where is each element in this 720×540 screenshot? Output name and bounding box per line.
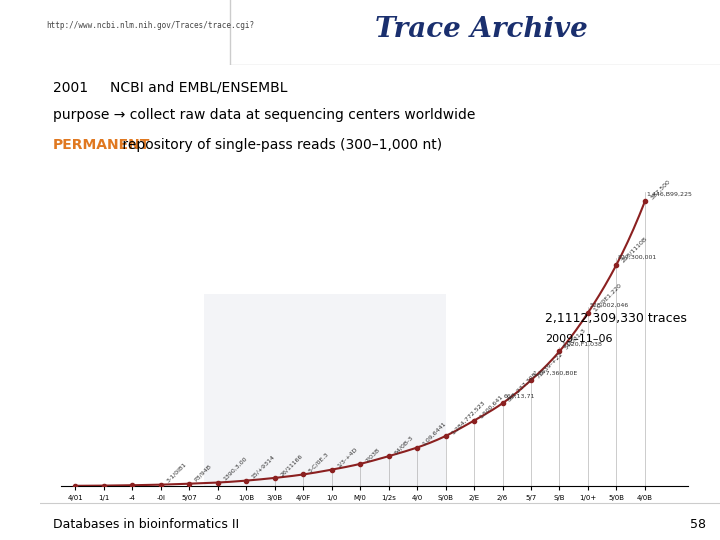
Text: Databases in bioinformatics II: Databases in bioinformatics II xyxy=(53,518,239,531)
Text: 861,237,308: 861,237,308 xyxy=(507,371,538,402)
Text: PERMANENT: PERMANENT xyxy=(53,138,150,152)
Text: 1,3F7,360,B0E: 1,3F7,360,B0E xyxy=(532,370,577,375)
Text: P3/94B: P3/94B xyxy=(194,464,212,483)
Text: 15/+9314: 15/+9314 xyxy=(251,454,276,480)
Text: 5-C/0E.3: 5-C/0E.3 xyxy=(307,451,330,474)
Text: 7/03B: 7/03B xyxy=(364,447,381,463)
Text: 1/3-+4D: 1/3-+4D xyxy=(336,447,358,469)
Text: 1,500,641: 1,500,641 xyxy=(478,394,504,420)
Text: repository of single-pass reads (300–1,000 nt): repository of single-pass reads (300–1,0… xyxy=(118,138,442,152)
Text: 3B7,500: 3B7,500 xyxy=(649,179,671,200)
Text: http://www.ncbi.nlm.nih.gov/Traces/trace.cgi?: http://www.ncbi.nlm.nih.gov/Traces/trace… xyxy=(46,22,255,30)
Text: 528,002,046: 528,002,046 xyxy=(590,303,629,308)
Text: Trace Archive: Trace Archive xyxy=(376,16,588,43)
Text: 2001     NCBI and EMBL/ENSEMBL: 2001 NCBI and EMBL/ENSEMBL xyxy=(53,81,288,95)
Text: 71039-+22: 71039-+22 xyxy=(535,351,564,379)
FancyBboxPatch shape xyxy=(204,294,446,486)
Text: 1,020,F1,038: 1,020,F1,038 xyxy=(561,342,602,347)
Text: 58: 58 xyxy=(690,518,706,531)
Text: 1,09,6441: 1,09,6441 xyxy=(421,421,447,447)
Text: 1,C/0E1.220: 1,C/0E1.220 xyxy=(593,282,623,312)
Text: 54/0B-3: 54/0B-3 xyxy=(393,435,414,455)
Text: 827,300,001: 827,300,001 xyxy=(618,255,657,260)
Text: 54/031-3: 54/031-3 xyxy=(564,327,587,350)
Text: 2B3/1110B: 2B3/1110B xyxy=(621,236,648,264)
Text: 2009–11–06: 2009–11–06 xyxy=(545,334,613,344)
Text: 3-1/0IB1: 3-1/0IB1 xyxy=(165,462,187,484)
Text: UNIVERSITY OF GOTHENBURG: UNIVERSITY OF GOTHENBURG xyxy=(15,188,24,352)
Circle shape xyxy=(4,488,36,532)
Text: 1,284,772,523: 1,284,772,523 xyxy=(450,399,486,435)
Text: 1,446,B99,225: 1,446,B99,225 xyxy=(647,192,692,197)
Text: 660,13,71: 660,13,71 xyxy=(504,394,536,399)
Text: 1390,3,00: 1390,3,00 xyxy=(222,456,248,482)
Text: 2,1112,309,330 traces: 2,1112,309,330 traces xyxy=(545,313,687,326)
Text: purpose → collect raw data at sequencing centers worldwide: purpose → collect raw data at sequencing… xyxy=(53,108,476,122)
Text: 26/11166: 26/11166 xyxy=(279,453,303,477)
